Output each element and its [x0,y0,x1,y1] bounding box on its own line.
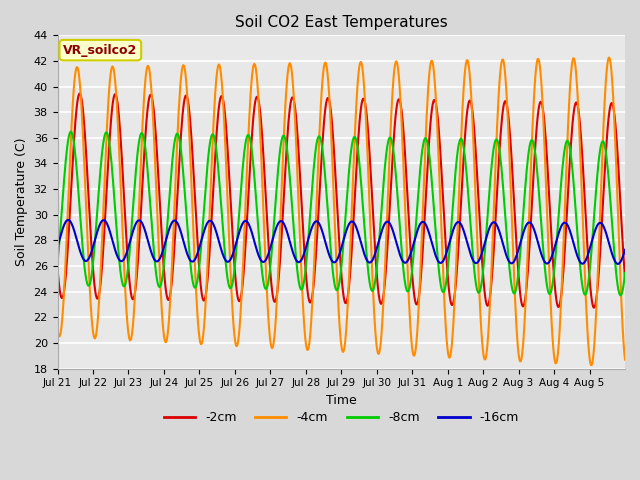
Title: Soil CO2 East Temperatures: Soil CO2 East Temperatures [235,15,447,30]
Legend: -2cm, -4cm, -8cm, -16cm: -2cm, -4cm, -8cm, -16cm [159,406,524,429]
X-axis label: Time: Time [326,394,356,407]
Y-axis label: Soil Temperature (C): Soil Temperature (C) [15,138,28,266]
Text: VR_soilco2: VR_soilco2 [63,44,138,57]
